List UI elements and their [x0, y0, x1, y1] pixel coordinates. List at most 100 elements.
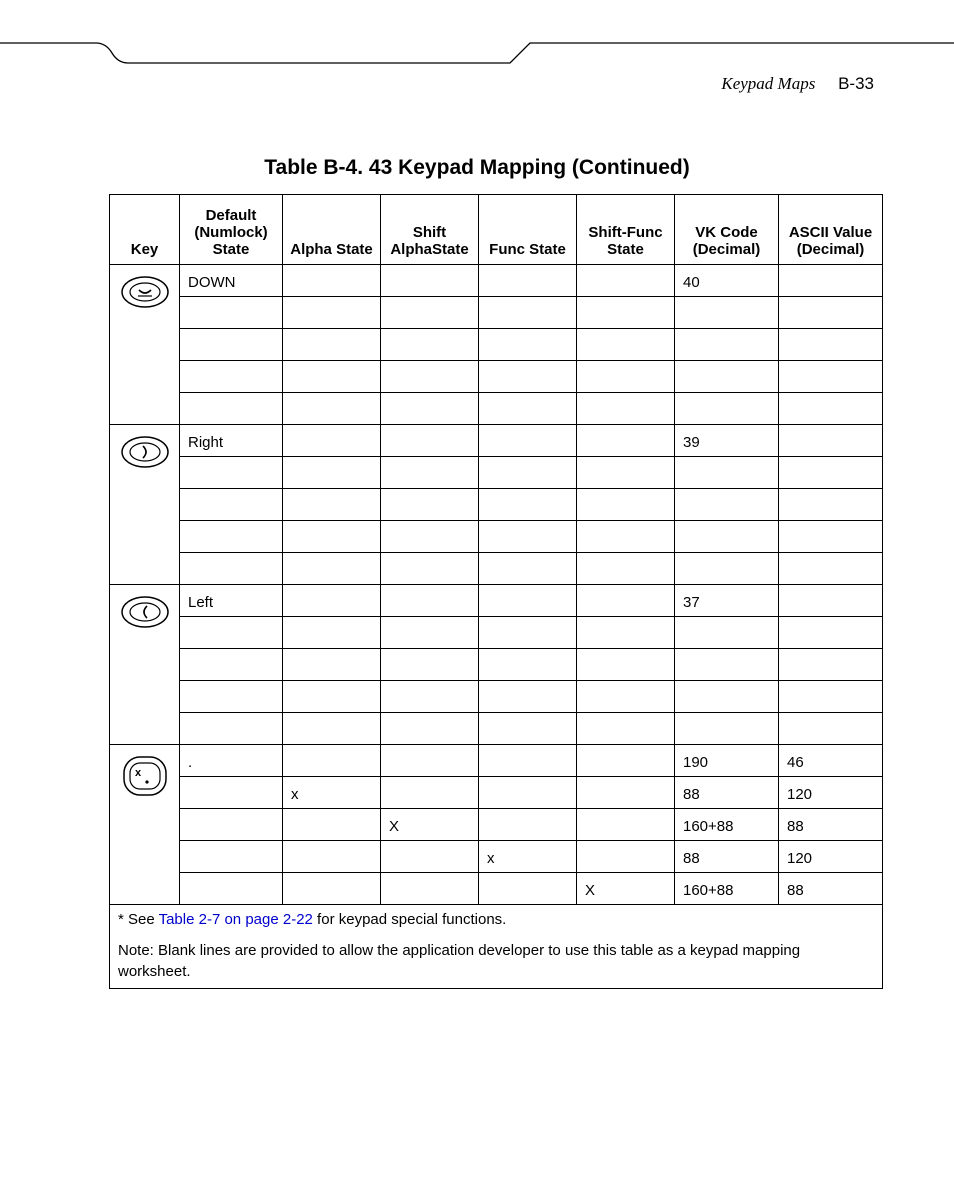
- table-row: Left37: [110, 585, 883, 617]
- alpha-state-cell: [283, 457, 381, 489]
- func-state-cell: [479, 873, 577, 905]
- table-row: x88120: [110, 777, 883, 809]
- vk-code-cell: 40: [675, 265, 779, 297]
- shift-func-state-cell: [577, 777, 675, 809]
- right-key-icon: [112, 433, 177, 471]
- alpha-state-cell: [283, 585, 381, 617]
- ascii-value-cell: [779, 361, 883, 393]
- col-func: Func State: [479, 195, 577, 265]
- default-state-cell: [180, 361, 283, 393]
- shift-alpha-state-cell: [381, 425, 479, 457]
- shift-func-state-cell: [577, 681, 675, 713]
- alpha-state-cell: x: [283, 777, 381, 809]
- table-row: [110, 713, 883, 745]
- col-vk: VK Code (Decimal): [675, 195, 779, 265]
- shift-func-state-cell: [577, 553, 675, 585]
- table-row: [110, 489, 883, 521]
- shift-alpha-state-cell: X: [381, 809, 479, 841]
- table-row: [110, 617, 883, 649]
- ascii-value-cell: 120: [779, 841, 883, 873]
- vk-code-cell: 88: [675, 841, 779, 873]
- ascii-value-cell: [779, 393, 883, 425]
- default-state-cell: Right: [180, 425, 283, 457]
- shift-alpha-state-cell: [381, 553, 479, 585]
- ascii-value-cell: [779, 617, 883, 649]
- shift-alpha-state-cell: [381, 585, 479, 617]
- func-state-cell: [479, 553, 577, 585]
- ascii-value-cell: 88: [779, 873, 883, 905]
- table-row: X 160+8888: [110, 809, 883, 841]
- func-state-cell: [479, 585, 577, 617]
- shift-func-state-cell: [577, 393, 675, 425]
- vk-code-cell: [675, 521, 779, 553]
- footnote-link[interactable]: Table 2-7 on page 2-22: [159, 911, 313, 928]
- func-state-cell: [479, 393, 577, 425]
- shift-func-state-cell: X: [577, 873, 675, 905]
- col-shiftfunc: Shift-Func State: [577, 195, 675, 265]
- table-row: [110, 393, 883, 425]
- alpha-state-cell: [283, 617, 381, 649]
- alpha-state-cell: [283, 297, 381, 329]
- func-state-cell: [479, 809, 577, 841]
- default-state-cell: [180, 713, 283, 745]
- table-row: [110, 553, 883, 585]
- shift-alpha-state-cell: [381, 873, 479, 905]
- footnote-row-1: * See Table 2-7 on page 2-22 for keypad …: [110, 905, 883, 935]
- shift-alpha-state-cell: [381, 777, 479, 809]
- default-state-cell: [180, 329, 283, 361]
- vk-code-cell: [675, 617, 779, 649]
- default-state-cell: [180, 777, 283, 809]
- ascii-value-cell: [779, 329, 883, 361]
- ascii-value-cell: [779, 265, 883, 297]
- vk-code-cell: [675, 457, 779, 489]
- ascii-value-cell: [779, 489, 883, 521]
- func-state-cell: [479, 425, 577, 457]
- ascii-value-cell: [779, 521, 883, 553]
- vk-code-cell: 88: [675, 777, 779, 809]
- shift-alpha-state-cell: [381, 361, 479, 393]
- shift-func-state-cell: [577, 713, 675, 745]
- key-cell: [110, 265, 180, 425]
- vk-code-cell: 160+88: [675, 873, 779, 905]
- table-row: [110, 329, 883, 361]
- ascii-value-cell: [779, 457, 883, 489]
- ascii-value-cell: [779, 297, 883, 329]
- shift-func-state-cell: [577, 649, 675, 681]
- xdot-key-icon: x: [112, 753, 177, 799]
- default-state-cell: [180, 617, 283, 649]
- key-cell: [110, 585, 180, 745]
- page-top-divider: [0, 42, 954, 64]
- shift-func-state-cell: [577, 841, 675, 873]
- alpha-state-cell: [283, 393, 381, 425]
- vk-code-cell: 39: [675, 425, 779, 457]
- shift-alpha-state-cell: [381, 457, 479, 489]
- shift-func-state-cell: [577, 809, 675, 841]
- alpha-state-cell: [283, 681, 381, 713]
- ascii-value-cell: [779, 649, 883, 681]
- default-state-cell: DOWN: [180, 265, 283, 297]
- ascii-value-cell: [779, 713, 883, 745]
- func-state-cell: [479, 681, 577, 713]
- default-state-cell: [180, 873, 283, 905]
- footnote-row-2: Note: Blank lines are provided to allow …: [110, 934, 883, 989]
- default-state-cell: [180, 649, 283, 681]
- shift-func-state-cell: [577, 361, 675, 393]
- header-page: B-33: [838, 74, 874, 93]
- table-row: [110, 521, 883, 553]
- func-state-cell: [479, 745, 577, 777]
- default-state-cell: .: [180, 745, 283, 777]
- shift-func-state-cell: [577, 521, 675, 553]
- func-state-cell: [479, 361, 577, 393]
- func-state-cell: [479, 297, 577, 329]
- default-state-cell: [180, 489, 283, 521]
- shift-alpha-state-cell: [381, 265, 479, 297]
- ascii-value-cell: 88: [779, 809, 883, 841]
- func-state-cell: [479, 265, 577, 297]
- func-state-cell: [479, 521, 577, 553]
- table-row: Right 39: [110, 425, 883, 457]
- alpha-state-cell: [283, 265, 381, 297]
- shift-func-state-cell: [577, 457, 675, 489]
- func-state-cell: [479, 777, 577, 809]
- vk-code-cell: 160+88: [675, 809, 779, 841]
- vk-code-cell: [675, 713, 779, 745]
